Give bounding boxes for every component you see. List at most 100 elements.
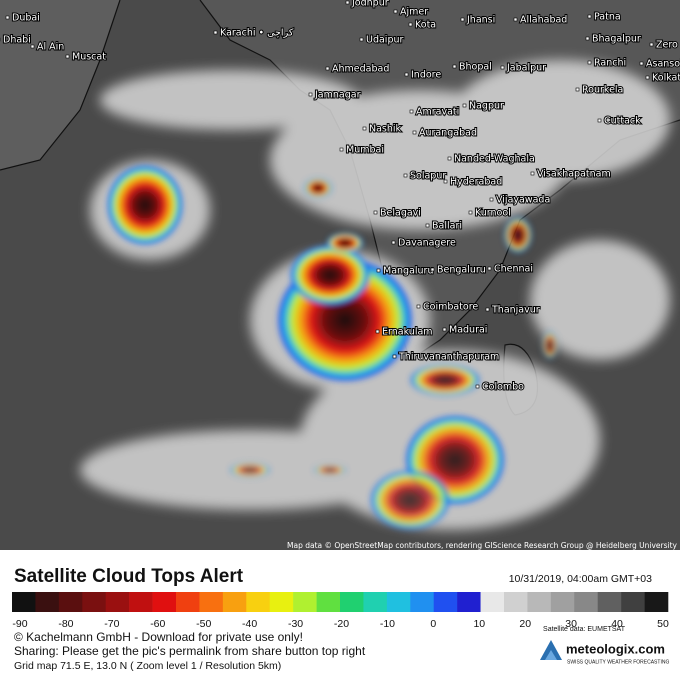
satellite-map: Jodhpur Ajmer Kota Jhansi Allahabad Patna Duba…	[0, 0, 680, 550]
city-label: Kolkat	[652, 73, 680, 84]
city-dot	[362, 126, 367, 131]
city-label: Ajmer	[400, 7, 428, 18]
source: Satellite data: EUMETSAT	[543, 626, 626, 633]
city-label: Rourkela	[582, 85, 623, 96]
scale-swatch	[504, 592, 528, 612]
scale-swatch	[12, 592, 36, 612]
city-label: Udaipur	[366, 35, 403, 46]
scale-swatch	[152, 592, 177, 612]
city-label: Cuttack	[604, 116, 641, 127]
scale-swatch	[457, 592, 481, 612]
scale-swatch	[222, 592, 247, 612]
city-label: Jabalpur	[506, 63, 546, 74]
city-label: Zero	[656, 40, 678, 51]
city-dot	[575, 87, 580, 92]
city-label: Bengaluru	[437, 265, 486, 276]
city-dot	[443, 179, 448, 184]
city-label: Hyderabad	[450, 177, 502, 188]
scale-tick-label: -40	[242, 618, 257, 630]
scale-swatch	[340, 592, 364, 612]
scale-tick-label: -20	[334, 618, 349, 630]
city-dot	[65, 54, 70, 59]
scale-swatch	[82, 592, 107, 612]
city-dot	[408, 22, 413, 27]
scale-swatch	[597, 592, 622, 612]
city-dot	[587, 60, 592, 65]
city-dot	[393, 9, 398, 14]
scale-tick-label: 50	[657, 618, 669, 630]
city-label: Amravati	[416, 107, 459, 118]
city-label: Colombo	[482, 382, 524, 393]
city-label: Ranchi	[594, 58, 626, 69]
scale-tick-label: -80	[58, 618, 73, 630]
city-label: Mangaluru	[383, 266, 433, 277]
city-dot	[475, 384, 480, 389]
scale-swatch	[58, 592, 83, 612]
city-dot	[447, 156, 452, 161]
scale-tick-label: -30	[288, 618, 303, 630]
city-dot	[468, 210, 473, 215]
scale-swatch	[410, 592, 435, 612]
city-dot	[597, 118, 602, 123]
city-dot	[403, 173, 408, 178]
city-dot	[649, 42, 654, 47]
scale-tick-label: -70	[104, 618, 119, 630]
city-dot	[530, 171, 535, 176]
city-label: Patna	[594, 12, 621, 23]
city-label: Al Ain	[37, 42, 64, 53]
city-labels: Jodhpur Ajmer Kota Jhansi Allahabad Patna Duba…	[0, 0, 680, 394]
city-dot	[359, 37, 364, 42]
city-dot	[339, 147, 344, 152]
city-dot	[345, 0, 350, 5]
scale-tick-label: -50	[196, 618, 211, 630]
logo-inner	[545, 650, 557, 660]
city-dot	[376, 268, 381, 273]
scale-swatch	[199, 592, 224, 612]
copyright: © Kachelmann GmbH - Download for private…	[14, 630, 303, 644]
city-dot	[513, 17, 518, 22]
city-label: Bhagalpur	[592, 34, 641, 45]
city-label: Thanjavur	[491, 305, 540, 316]
scale-swatch	[386, 592, 411, 612]
scale-swatch	[480, 592, 505, 612]
city-label: Visakhapatnam	[537, 169, 611, 180]
scale-tick-label: -10	[380, 618, 395, 630]
city-dot	[391, 240, 396, 245]
scale-tick-label: 40	[611, 618, 623, 630]
city-dot	[409, 109, 414, 114]
city-label: Davanagere	[398, 238, 456, 249]
city-dot	[325, 66, 330, 71]
city-label: Nagpur	[469, 101, 504, 112]
scale-tick-label: -90	[12, 618, 27, 630]
city-label: Thiruvananthapuram	[398, 352, 499, 363]
city-label: Nashik	[369, 124, 402, 135]
scale-swatch	[105, 592, 130, 612]
scale-swatch	[246, 592, 271, 612]
city-label: Jamnagar	[314, 90, 361, 101]
scale-tick-label: 10	[473, 618, 485, 630]
city-label: Dubai	[12, 13, 40, 24]
city-dot	[373, 210, 378, 215]
sharing: Sharing: Please get the pic's permalink …	[14, 644, 366, 658]
city-dot	[375, 329, 380, 334]
city-label: Ahmedabad	[332, 64, 389, 75]
city-label: Ernakulam	[382, 327, 433, 338]
scale-swatch	[363, 592, 388, 612]
city-dot	[392, 354, 397, 359]
tagline: SWISS QUALITY WEATHER FORECASTING	[567, 659, 669, 665]
city-label: Madurai	[449, 325, 487, 336]
scale-swatch	[316, 592, 341, 612]
scale-swatch	[550, 592, 575, 612]
city-dot	[30, 44, 35, 49]
scale-swatch	[269, 592, 294, 612]
city-dot	[452, 64, 457, 69]
scale-swatch	[176, 592, 200, 612]
city-label: Solapur	[410, 171, 446, 182]
datetime: 10/31/2019, 04:00am GMT+03	[509, 573, 652, 585]
map-attribution: Map data © OpenStreetMap contributors, r…	[287, 541, 678, 550]
city-label: Jhansi	[466, 15, 495, 26]
city-label: Kurnool	[475, 208, 511, 219]
scale-tick-label: 20	[519, 618, 531, 630]
title: Satellite Cloud Tops Alert	[14, 566, 244, 587]
city-label: Kota	[415, 20, 436, 31]
